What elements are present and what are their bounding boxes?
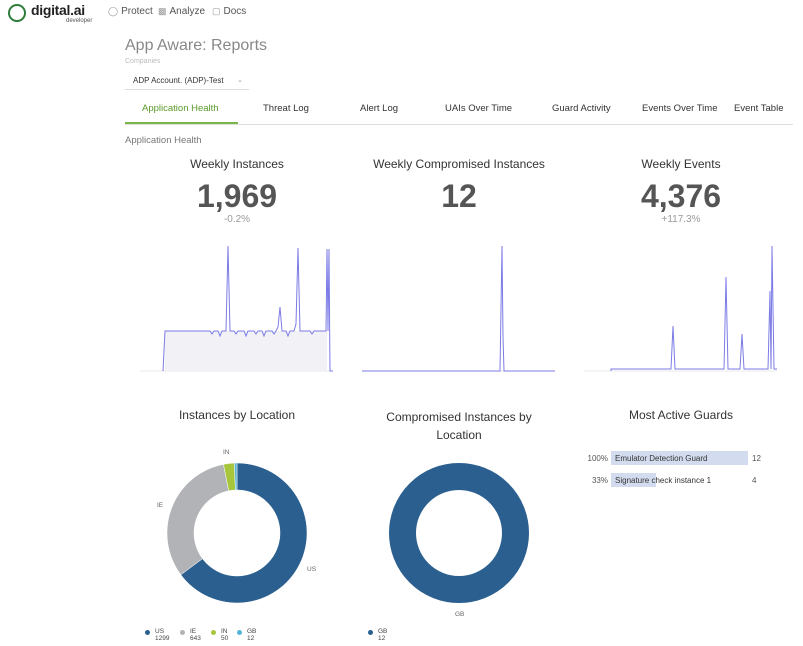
sparkline-weekly-instances [162, 245, 333, 372]
page-title: App Aware: Reports [125, 37, 268, 54]
tab-event-table[interactable]: Event Table [734, 103, 784, 114]
legend-name-in: IN [221, 628, 228, 635]
nav-docs-label: Docs [223, 6, 247, 17]
shield-icon: ◯ [108, 6, 119, 16]
legend-dot-in [211, 630, 216, 635]
guard-count: 4 [752, 476, 757, 485]
legend-dot-gb [237, 630, 242, 635]
kpi-weekly-instances-delta: -0.2% [223, 214, 251, 225]
kpi-weekly-events-value: 4,376 [640, 178, 722, 214]
sparkline-weekly-events [610, 245, 777, 371]
compromised-by-location-donut [389, 463, 529, 603]
kpi-weekly-compromised-value: 12 [441, 178, 477, 214]
legend-value-ie: 643 [190, 635, 201, 642]
tab-events-over-time[interactable]: Events Over Time [642, 103, 718, 114]
legend-name-us: US [155, 628, 165, 635]
tab-threat-log[interactable]: Threat Log [263, 103, 309, 114]
legend-value-in: 50 [221, 635, 229, 642]
brand-name: digital.ai [31, 2, 85, 18]
chevron-down-icon: ⌄ [237, 77, 243, 84]
company-select-value: ADP Account. (ADP)-Test [133, 76, 224, 85]
guard-row[interactable]: 33% Signature check instance 1 4 [585, 473, 775, 487]
tab-application-health[interactable]: Application Health [142, 103, 219, 114]
legend-name-gb: GB [247, 628, 257, 635]
document-icon: ▢ [212, 6, 221, 16]
guard-name: Emulator Detection Guard [615, 454, 708, 463]
guard-pct: 33% [591, 476, 608, 485]
legend-dot-us [145, 630, 150, 635]
nav-protect-label: Protect [121, 6, 153, 17]
compromised-by-location-title: Compromised Instances by Location [386, 410, 532, 442]
donut1-label-in: IN [223, 449, 230, 456]
kpi-weekly-events-delta: +117.3% [661, 214, 701, 225]
tab-alert-log[interactable]: Alert Log [360, 103, 399, 114]
top-bar: digital.ai developer ◯ Protect ▩ Analyze ▢… [0, 0, 803, 26]
guard-count: 12 [752, 454, 761, 463]
logo-icon [8, 4, 26, 22]
nav-analyze[interactable]: ▩ Analyze [158, 6, 205, 17]
kpi-weekly-instances-title: Weekly Instances [190, 157, 284, 171]
donut1-slice-gb[interactable] [234, 462, 238, 491]
guard-bar [611, 473, 656, 487]
sparkline-weekly-compromised [362, 245, 555, 372]
compromised-by-location-legend: GB 12 [368, 628, 408, 644]
instances-by-location-legend: US 1299 IE 643 IN 50 GB 12 [145, 628, 285, 644]
bar-chart-icon: ▩ [158, 6, 167, 16]
donut1-slice-us[interactable] [180, 462, 308, 604]
nav-analyze-label: Analyze [169, 6, 206, 17]
brand-sub: developer [66, 18, 93, 24]
donut2-label-gb: GB [455, 611, 465, 618]
legend2-value-gb: 12 [378, 635, 386, 642]
donut1-label-ie: IE [157, 502, 164, 509]
active-tab-indicator [125, 122, 238, 124]
legend-value-us: 1299 [155, 635, 170, 642]
guard-name: Signature check instance 1 [615, 476, 712, 485]
donut1-label-us: US [307, 566, 317, 573]
companies-label: Companies [125, 58, 161, 65]
legend-dot-ie [180, 630, 185, 635]
legend-value-gb: 12 [247, 635, 255, 642]
most-active-guards-title: Most Active Guards [628, 408, 734, 422]
kpi-weekly-events-title: Weekly Events [641, 157, 721, 171]
tab-guard-activity[interactable]: Guard Activity [552, 103, 611, 114]
instances-by-location-donut [166, 462, 308, 604]
kpi-weekly-instances-value: 1,969 [196, 178, 278, 214]
donut2-slice-gb[interactable] [389, 463, 529, 603]
company-select[interactable]: ADP Account. (ADP)-Test ⌄ [125, 72, 249, 90]
legend2-name-gb: GB [378, 628, 388, 635]
section-label: Application Health [125, 135, 202, 146]
kpi-weekly-compromised-title: Weekly Compromised Instances [373, 157, 545, 171]
nav-protect[interactable]: ◯ Protect [108, 6, 153, 17]
nav-docs[interactable]: ▢ Docs [212, 6, 246, 17]
sparkline-1-area [165, 331, 327, 371]
donut1-slice-ie[interactable] [166, 464, 229, 576]
legend-name-ie: IE [190, 628, 197, 635]
guard-bar [611, 451, 748, 465]
report-tabs: Application Health Threat Log Alert Log … [125, 97, 793, 125]
instances-by-location-title: Instances by Location [178, 408, 296, 422]
legend2-dot-gb [368, 630, 373, 635]
tab-uais-over-time[interactable]: UAIs Over Time [445, 103, 513, 114]
guard-row[interactable]: 100% Emulator Detection Guard 12 [585, 451, 775, 465]
guard-pct: 100% [587, 454, 608, 463]
